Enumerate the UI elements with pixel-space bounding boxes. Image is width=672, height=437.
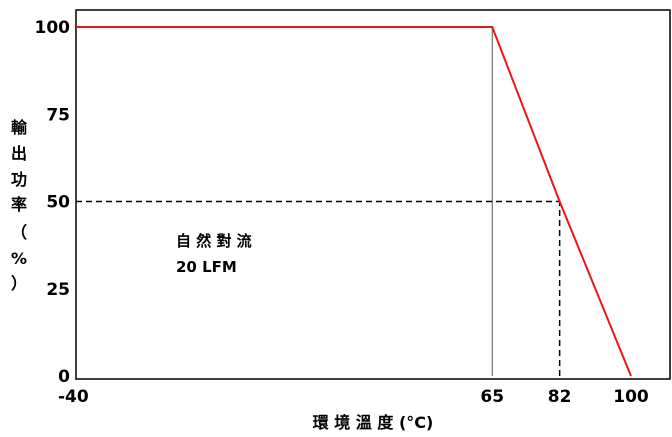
x-axis-label: 環 境 溫 度 (°C) <box>313 413 434 432</box>
x-tick-labels: -40 65 82 100 <box>58 387 649 407</box>
y-tick-labels: 0 25 50 75 100 <box>35 18 71 387</box>
x-tick--40: -40 <box>58 387 89 407</box>
y-label-char-5: % <box>11 249 27 268</box>
y-tick-50: 50 <box>46 193 70 213</box>
y-label-char-0: 輸 <box>11 118 28 137</box>
annotation-lfm: 20 LFM <box>176 258 237 276</box>
y-label-char-1: 出 <box>11 144 27 163</box>
plot-frame <box>75 9 671 380</box>
x-tick-82: 82 <box>548 387 572 407</box>
y-label-char-4: （ <box>11 223 27 242</box>
y-tick-100: 100 <box>35 18 71 38</box>
y-label-char-3: 率 <box>11 195 27 214</box>
y-label-char-2: 功 <box>11 170 27 189</box>
series-line-0 <box>76 26 632 377</box>
x-tick-65: 65 <box>480 387 504 407</box>
x-tick-100: 100 <box>613 387 649 407</box>
annotation-natural-convection: 自 然 對 流 <box>176 232 252 250</box>
series-group <box>75 26 632 377</box>
y-tick-25: 25 <box>46 280 70 300</box>
y-tick-75: 75 <box>46 105 70 125</box>
reference-lines <box>76 27 561 376</box>
y-label-char-6: ） <box>11 274 27 293</box>
y-tick-0: 0 <box>58 367 70 387</box>
